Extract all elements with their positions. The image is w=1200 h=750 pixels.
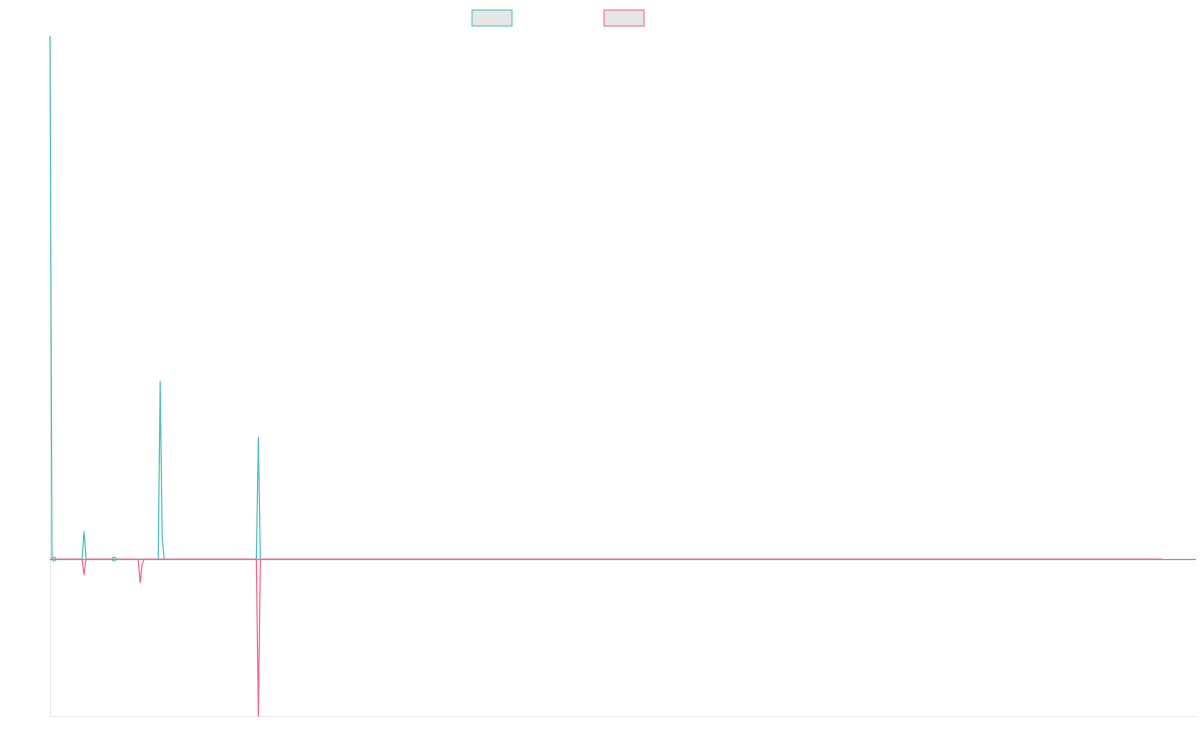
legend-swatch-series-1[interactable] xyxy=(471,9,513,27)
series-line-1 xyxy=(49,35,1134,560)
legend-swatch-series-2[interactable] xyxy=(603,9,645,27)
plot-area xyxy=(49,35,1162,717)
axes xyxy=(50,36,1196,717)
series-line-2 xyxy=(50,558,1162,717)
legend xyxy=(471,9,645,27)
